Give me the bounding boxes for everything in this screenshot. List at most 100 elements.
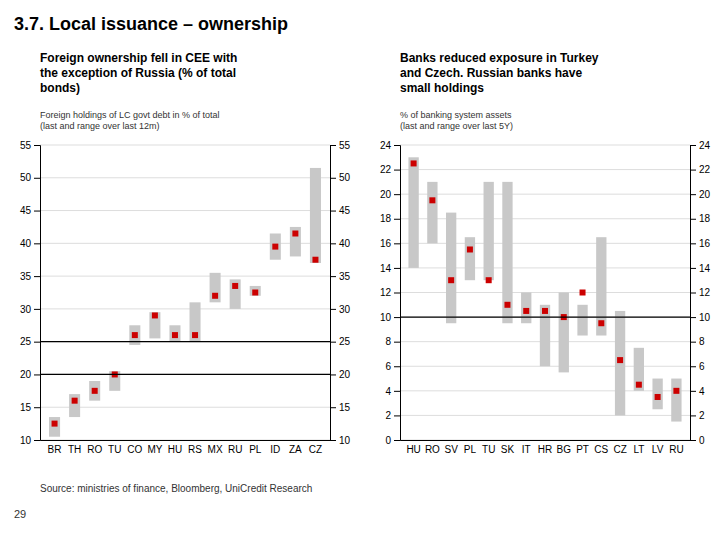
- tick: 30: [20, 304, 40, 315]
- tick: 10: [380, 312, 400, 323]
- grid-line: [400, 243, 690, 244]
- chart-subtitle: % of banking system assets: [400, 110, 512, 120]
- grid-line: [40, 407, 330, 408]
- tick-mark: [690, 415, 696, 416]
- range-bar: [310, 168, 321, 263]
- grid-line: [40, 374, 330, 375]
- tick: 20: [690, 189, 711, 200]
- tick-label: 25: [20, 336, 32, 347]
- grid-line: [40, 145, 330, 146]
- tick-mark: [330, 309, 336, 310]
- tick-label: 8: [385, 336, 391, 347]
- tick-mark: [330, 407, 336, 408]
- tick-label: RO: [87, 444, 102, 455]
- y2-axis: 10152025303540455055: [330, 140, 351, 446]
- point: [72, 398, 78, 404]
- tick: 8: [690, 336, 705, 347]
- tick-mark: [34, 374, 40, 375]
- tick-label: RU: [669, 444, 683, 455]
- chart-title: bonds): [40, 81, 80, 95]
- tick-mark: [690, 145, 696, 146]
- tick: 15: [330, 402, 351, 413]
- range-bar: [521, 293, 531, 324]
- tick-label: HR: [538, 444, 552, 455]
- tick: 55: [20, 140, 40, 151]
- tick: 15: [20, 402, 40, 413]
- tick-mark: [394, 243, 400, 244]
- tick: 6: [690, 361, 705, 372]
- tick-label: BR: [48, 444, 62, 455]
- point: [486, 277, 492, 283]
- range-bar: [210, 273, 221, 303]
- tick: 45: [330, 205, 351, 216]
- range-bar: [484, 182, 494, 280]
- point: [192, 332, 198, 338]
- tick-label: 30: [20, 304, 32, 315]
- point: [152, 312, 158, 318]
- tick: CZ: [309, 440, 322, 455]
- tick-label: 20: [20, 369, 32, 380]
- grid-line: [400, 292, 690, 293]
- range-bar: [615, 311, 625, 415]
- tick-mark: [330, 276, 336, 277]
- tick-label: 8: [699, 336, 705, 347]
- tick-label: 24: [699, 140, 711, 151]
- tick-mark: [34, 407, 40, 408]
- tick: MY: [147, 440, 162, 455]
- tick: CS: [594, 440, 608, 455]
- point: [312, 257, 318, 263]
- grid-line: [40, 210, 330, 211]
- tick: RU: [669, 440, 683, 455]
- tick-mark: [394, 366, 400, 367]
- axis-line: [691, 146, 697, 441]
- plot-area: [400, 157, 690, 421]
- tick-label: RU: [228, 444, 242, 455]
- point: [132, 332, 138, 338]
- point: [504, 302, 510, 308]
- tick: 20: [380, 189, 400, 200]
- point: [673, 388, 679, 394]
- tick-label: PT: [576, 444, 589, 455]
- range-bar: [270, 234, 281, 260]
- tick-label: ZA: [289, 444, 302, 455]
- points: [411, 160, 680, 400]
- tick-label: TU: [482, 444, 495, 455]
- range-bar: [465, 237, 475, 280]
- tick-mark: [690, 391, 696, 392]
- tick-mark: [690, 342, 696, 343]
- tick: RO: [87, 440, 102, 455]
- y-axis: 024681012141618202224: [380, 140, 401, 446]
- tick: 0: [385, 435, 400, 446]
- tick-mark: [394, 293, 400, 294]
- tick-label: 20: [380, 189, 392, 200]
- point: [580, 290, 586, 296]
- reference-line: [40, 341, 330, 342]
- tick: BG: [557, 440, 572, 455]
- grid-line: [40, 308, 330, 309]
- tick-label: 16: [699, 238, 711, 249]
- point: [429, 197, 435, 203]
- tick: PT: [576, 440, 589, 455]
- tick-label: 10: [339, 435, 351, 446]
- grid: [400, 145, 690, 440]
- points: [52, 231, 319, 427]
- tick: RO: [425, 440, 440, 455]
- tick-mark: [394, 440, 400, 441]
- tick-mark: [34, 178, 40, 179]
- point: [523, 308, 529, 314]
- range-bar: [634, 348, 644, 391]
- range-bar: [190, 302, 201, 341]
- tick: 0: [690, 435, 705, 446]
- point: [212, 293, 218, 299]
- range-bar: [559, 293, 569, 373]
- tick-mark: [330, 145, 336, 146]
- tick-mark: [330, 211, 336, 212]
- grid-line: [400, 317, 690, 318]
- tick: CZ: [613, 440, 626, 455]
- tick-label: 2: [699, 410, 705, 421]
- tick-label: 18: [380, 213, 392, 224]
- axis-line: [34, 146, 41, 441]
- range-bar: [652, 379, 662, 410]
- point: [232, 283, 238, 289]
- range-bar: [446, 213, 456, 324]
